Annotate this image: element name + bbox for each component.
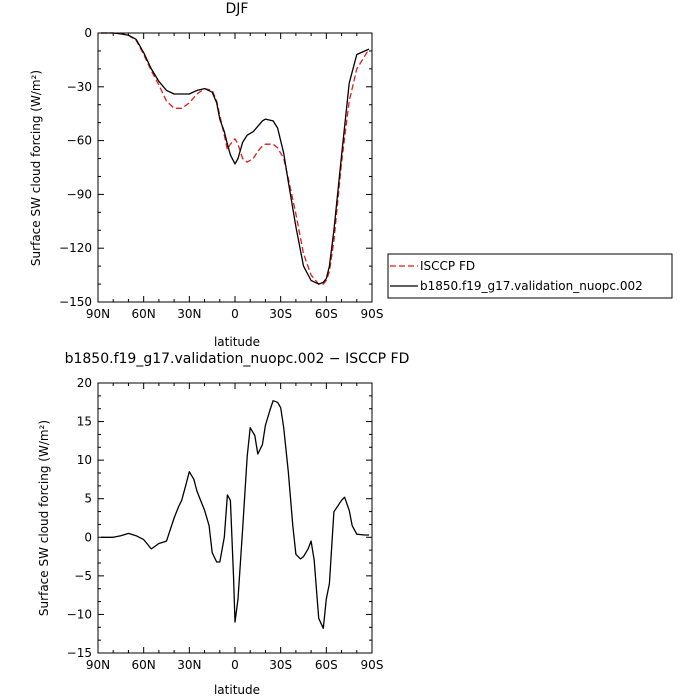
top-y-axis-label: Surface SW cloud forcing (W/m²) bbox=[29, 70, 43, 266]
top-x-tick-label: 60S bbox=[315, 307, 338, 321]
top-x-tick-label: 60N bbox=[132, 307, 156, 321]
top-series-line-1 bbox=[101, 32, 370, 285]
top-y-tick-label: −30 bbox=[67, 80, 92, 94]
top-plot-area: 90N 60N 30N 0 30S 60S 90S 0 −30 −60 −90 −120 −150 bbox=[59, 26, 383, 321]
legend-frame bbox=[387, 253, 673, 299]
bottom-x-tick-label: 90S bbox=[361, 658, 384, 672]
bottom-series-line-0 bbox=[101, 400, 369, 629]
top-y-tick-label: 0 bbox=[84, 26, 92, 40]
top-y-tick-label: −120 bbox=[59, 241, 92, 255]
bottom-y-tick-label: 15 bbox=[77, 415, 92, 429]
top-x-tick-label: 30S bbox=[269, 307, 292, 321]
top-x-tick-label: 90N bbox=[86, 307, 110, 321]
legend-entry-isccp: ISCCP FD bbox=[420, 259, 475, 273]
bottom-y-tick-label: −10 bbox=[67, 607, 92, 621]
top-x-tick-label: 30N bbox=[177, 307, 201, 321]
bottom-panel: b1850.f19_g17.validation_nuopc.002 − ISC… bbox=[37, 351, 409, 697]
bottom-y-tick-label: −15 bbox=[67, 646, 92, 660]
top-y-tick-label: −90 bbox=[67, 187, 92, 201]
top-y-tick-label: −60 bbox=[67, 134, 92, 148]
top-series-line-0 bbox=[101, 32, 370, 285]
bottom-x-tick-label: 60S bbox=[315, 658, 338, 672]
bottom-y-tick-label: 10 bbox=[77, 453, 92, 467]
bottom-x-tick-label: 30S bbox=[269, 658, 292, 672]
bottom-x-axis-label: latitude bbox=[214, 683, 260, 697]
bottom-y-tick-label: 5 bbox=[84, 492, 92, 506]
bottom-x-tick-label: 30N bbox=[177, 658, 201, 672]
legend: ISCCP FD b1850.f19_g17.validation_nuopc.… bbox=[387, 253, 673, 299]
top-x-tick-label: 90S bbox=[361, 307, 384, 321]
bottom-x-tick-label: 0 bbox=[231, 658, 239, 672]
top-x-axis-label: latitude bbox=[214, 335, 260, 349]
bottom-y-tick-label: −5 bbox=[74, 569, 92, 583]
top-panel: DJF 90N 60N 30N 0 30S 60S 90S 0 −30 −60 −90 −120 −15… bbox=[29, 1, 383, 349]
top-chart-title: DJF bbox=[226, 1, 249, 17]
bottom-y-axis-label: Surface SW cloud forcing (W/m²) bbox=[37, 420, 51, 616]
bottom-plot-area: 90N 60N 30N 0 30S 60S 90S 20 15 10 5 0 −5 −10 −15 bbox=[67, 376, 384, 672]
legend-entry-model: b1850.f19_g17.validation_nuopc.002 bbox=[420, 279, 643, 293]
top-y-tick-label: −150 bbox=[59, 295, 92, 309]
top-x-tick-label: 0 bbox=[231, 307, 239, 321]
bottom-y-tick-label: 0 bbox=[84, 530, 92, 544]
bottom-x-tick-label: 60N bbox=[132, 658, 156, 672]
bottom-x-tick-label: 90N bbox=[86, 658, 110, 672]
bottom-y-tick-label: 20 bbox=[77, 376, 92, 390]
bottom-chart-title: b1850.f19_g17.validation_nuopc.002 − ISC… bbox=[65, 351, 410, 367]
top-plot-frame bbox=[97, 32, 373, 303]
